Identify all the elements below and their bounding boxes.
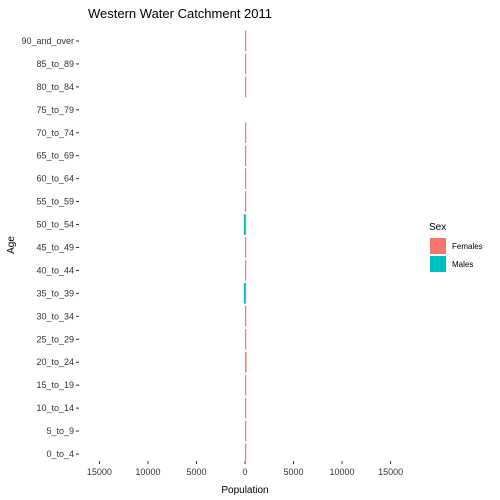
bar-females-25_to_29 — [245, 328, 247, 350]
bar-females-80_to_84 — [245, 76, 247, 98]
y-tick-label: 5_to_9 — [46, 426, 74, 436]
bar-females-70_to_74 — [245, 122, 247, 144]
bar-females-10_to_14 — [245, 397, 247, 419]
y-tick-label: 70_to_74 — [36, 128, 74, 138]
y-tick-label: 35_to_39 — [36, 288, 74, 298]
y-axis-ticks: 0_to_4 5_to_9 10_to_14 15_to_19 20_to_24 25_t… — [21, 36, 79, 459]
bar-females-55_to_59 — [245, 191, 247, 212]
y-tick-label: 0_to_4 — [46, 449, 74, 459]
y-tick-label: 65_to_69 — [36, 151, 74, 161]
bar-females-60_to_64 — [245, 168, 247, 189]
chart-title: Western Water Catchment 2011 — [88, 6, 272, 21]
bar-females-35_to_39 — [245, 283, 247, 304]
legend-label-females: Females — [452, 242, 483, 251]
bar-females-30_to_34 — [245, 306, 247, 327]
bar-females-20_to_24 — [245, 351, 247, 373]
y-tick-label: 25_to_29 — [36, 334, 74, 344]
bar-females-85_to_89 — [245, 53, 247, 75]
bar-females-65_to_69 — [245, 145, 247, 167]
legend-key-males — [430, 256, 446, 272]
bar-males-50_to_54 — [243, 214, 245, 235]
legend-label-males: Males — [452, 260, 473, 269]
y-tick-label: 10_to_14 — [36, 403, 74, 413]
y-tick-label: 90_and_over — [21, 36, 74, 46]
x-tick-label: 10000 — [135, 467, 160, 477]
bar-females-45_to_49 — [245, 237, 247, 258]
y-tick-label: 75_to_79 — [36, 105, 74, 115]
bar-females-5_to_9 — [245, 420, 247, 442]
y-tick-label: 50_to_54 — [36, 220, 74, 230]
legend-items: Females Males — [430, 238, 483, 272]
y-tick-label: 15_to_19 — [36, 380, 74, 390]
y-axis-title: Age — [6, 236, 17, 254]
bar-females-0_to_4 — [245, 443, 247, 465]
x-tick-label: 5000 — [284, 467, 304, 477]
legend-title: Sex — [429, 222, 446, 233]
y-tick-label: 55_to_59 — [36, 197, 74, 207]
y-tick-label: 80_to_84 — [36, 82, 74, 92]
bar-females-40_to_44 — [245, 260, 247, 281]
bar-females-90_and_over — [245, 30, 247, 52]
x-axis-ticks: 15000 10000 5000 0 5000 10000 15000 — [87, 461, 403, 477]
y-tick-label: 85_to_89 — [36, 59, 74, 69]
bar-females-50_to_54 — [245, 214, 247, 235]
legend-key-females — [430, 238, 446, 254]
x-axis-title: Population — [221, 485, 268, 496]
bar-males-35_to_39 — [243, 283, 245, 304]
x-tick-label: 5000 — [186, 467, 206, 477]
legend: Sex Females Males — [429, 222, 483, 272]
y-tick-label: 45_to_49 — [36, 243, 74, 253]
y-tick-label: 40_to_44 — [36, 265, 74, 275]
y-tick-label: 20_to_24 — [36, 357, 74, 367]
bars-group — [243, 30, 247, 465]
y-tick-label: 30_to_34 — [36, 311, 74, 321]
x-tick-label: 0 — [242, 467, 247, 477]
bar-females-15_to_19 — [245, 374, 247, 396]
x-tick-label: 15000 — [87, 467, 112, 477]
x-tick-label: 10000 — [330, 467, 355, 477]
x-tick-label: 15000 — [378, 467, 403, 477]
y-tick-label: 60_to_64 — [36, 174, 74, 184]
